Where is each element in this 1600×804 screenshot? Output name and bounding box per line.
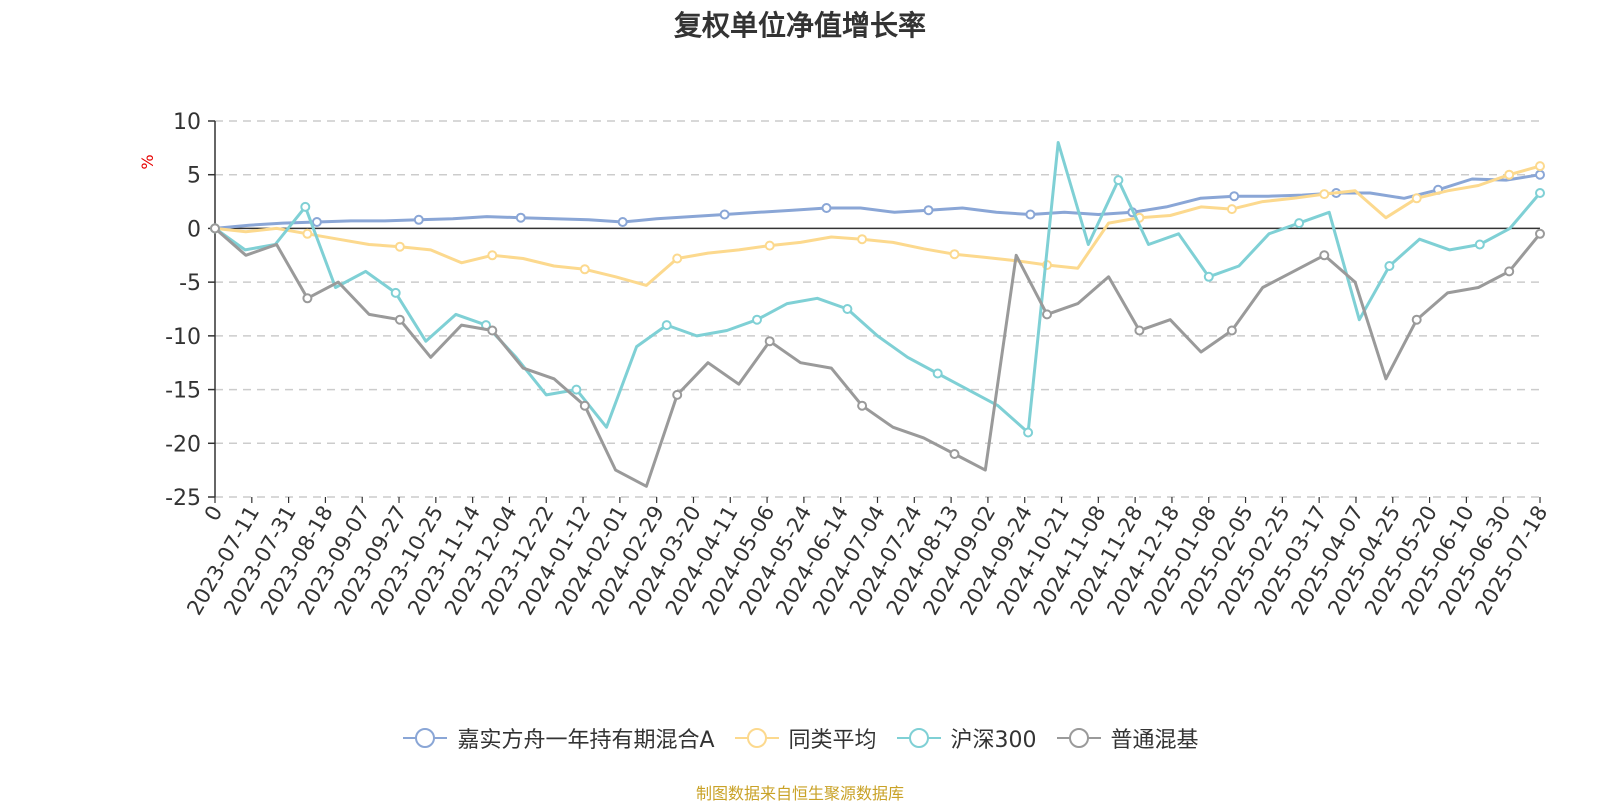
series-point	[1226, 325, 1237, 336]
legend-item[interactable]: 嘉实方舟一年持有期混合A	[401, 722, 715, 754]
series-point	[1535, 228, 1545, 239]
legend-symbol-icon	[734, 728, 779, 748]
y-tick-label: -10	[165, 325, 201, 350]
series-point	[515, 212, 526, 223]
y-tick-label: -25	[165, 486, 201, 511]
series-point	[949, 449, 960, 459]
series-point	[752, 314, 762, 325]
series-point	[1474, 239, 1485, 250]
legend-item[interactable]: 沪深300	[895, 722, 1037, 754]
source-note: 制图数据来自恒生聚源数据库	[695, 784, 904, 803]
series-point	[617, 217, 628, 227]
series-point	[1042, 309, 1052, 320]
series-point	[487, 325, 498, 336]
series-point	[579, 264, 590, 275]
legend-label: 同类平均	[788, 728, 877, 753]
series-point	[300, 201, 311, 212]
series-point	[1535, 188, 1545, 198]
series-point	[821, 203, 832, 213]
series-point	[1203, 271, 1214, 282]
series-point	[394, 241, 405, 252]
series-point	[210, 223, 220, 234]
legend-symbol-icon	[403, 728, 448, 748]
series-point	[1134, 325, 1145, 336]
series-point	[661, 320, 672, 331]
y-tick-label: 10	[173, 110, 201, 135]
x-tick-label: 0	[200, 502, 227, 526]
series-line	[214, 141, 1542, 434]
y-axis-label: %	[138, 154, 157, 169]
y-tick-label: -15	[165, 379, 201, 404]
series-point	[1319, 189, 1330, 200]
series-point	[1504, 169, 1515, 180]
series-point	[764, 336, 775, 347]
y-tick-label: 5	[187, 164, 201, 189]
series-point	[1411, 193, 1422, 204]
series-point	[672, 253, 683, 264]
legend: 嘉实方舟一年持有期混合A 同类平均 沪深300 普通混基	[0, 722, 1600, 754]
series-point	[413, 214, 424, 225]
series-point	[390, 287, 401, 298]
series-point	[1411, 314, 1422, 325]
legend-label: 嘉实方舟一年持有期混合A	[457, 728, 715, 753]
series-point	[571, 384, 582, 395]
series-point	[857, 400, 868, 411]
series-point	[394, 314, 405, 325]
y-axis: 10 5 0 -5 -10 -15 -20 -25	[165, 110, 216, 511]
legend-label: 普通混基	[1110, 728, 1199, 753]
series-line	[214, 173, 1541, 230]
series-point	[1025, 209, 1036, 220]
series-point	[579, 400, 590, 411]
series-point	[842, 304, 853, 314]
y-tick-label: -20	[165, 432, 201, 457]
series-point	[1535, 169, 1545, 180]
series-point	[857, 234, 868, 245]
series-layer	[210, 141, 1545, 488]
series-point	[487, 250, 498, 261]
series-point	[719, 209, 730, 220]
chart-title: 复权单位净值增长率	[673, 9, 926, 42]
legend-symbol-icon	[896, 728, 941, 748]
series-line	[214, 164, 1541, 287]
legend-symbol-icon	[1056, 728, 1101, 748]
series-point	[1504, 266, 1515, 277]
series-point	[1535, 161, 1545, 172]
legend-item[interactable]: 同类平均	[733, 722, 877, 754]
series-point	[1023, 427, 1034, 438]
y-tick-label: 0	[187, 217, 201, 242]
series-point	[949, 249, 960, 260]
grid-lines	[215, 120, 1540, 498]
legend-item[interactable]: 普通混基	[1055, 722, 1199, 754]
series-line	[214, 227, 1542, 488]
series-point	[1384, 261, 1395, 271]
series-point	[302, 228, 313, 239]
series-point	[764, 240, 775, 251]
series-point	[311, 217, 322, 227]
y-tick-label: -5	[179, 271, 201, 296]
series-point	[1294, 218, 1305, 229]
series-point	[923, 205, 934, 216]
series-point	[932, 368, 943, 379]
series-point	[1319, 250, 1330, 261]
series-point	[1113, 175, 1124, 186]
series-point	[302, 293, 313, 304]
series-point	[1229, 191, 1240, 202]
legend-label: 沪深300	[950, 728, 1037, 753]
series-point	[1226, 204, 1237, 215]
series-point	[672, 389, 683, 400]
